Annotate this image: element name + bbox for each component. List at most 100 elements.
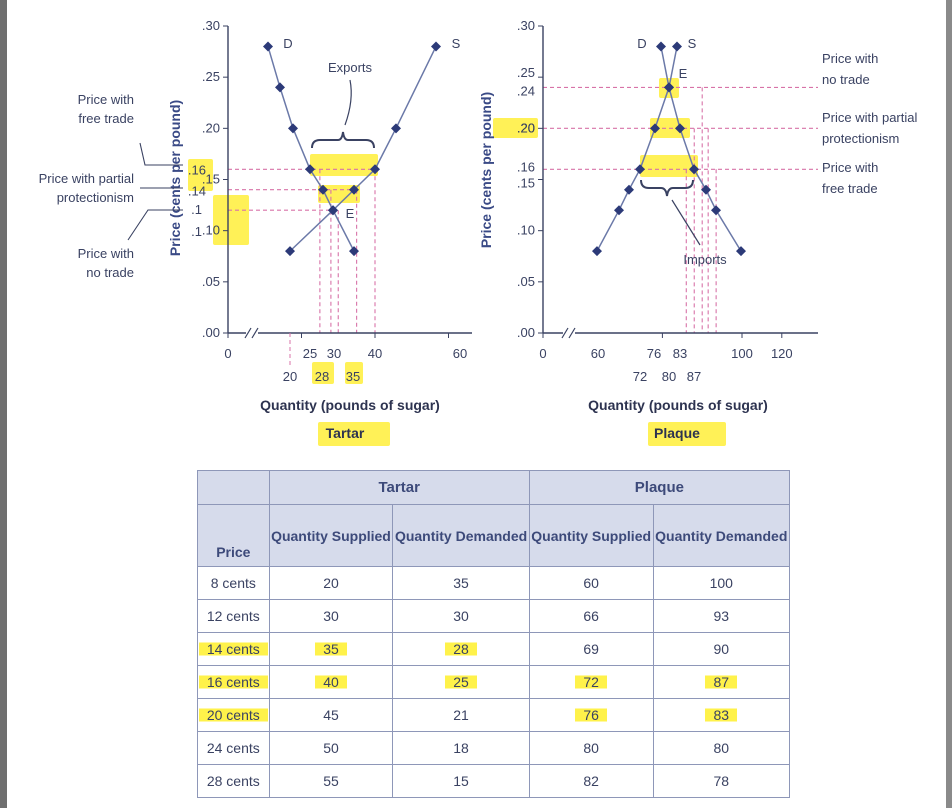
tartar-supply-curve-point	[391, 123, 401, 134]
y-tick-label: .20	[517, 120, 535, 135]
imports-label: Imports	[683, 252, 727, 267]
x-tick-label: 76	[647, 346, 661, 361]
x-tick-label: 28	[315, 369, 329, 384]
tartar-demand-curve-point	[318, 184, 328, 195]
plaque-supply-curve-point	[664, 82, 674, 93]
highlighted-value: 14 cents	[198, 639, 268, 659]
chart-title: Tartar	[326, 425, 365, 441]
highlight-plaque-20	[493, 118, 538, 138]
table-cell: 16 cents	[197, 665, 270, 699]
plaque-supply-curve-point	[614, 205, 624, 216]
x-tick-label: 100	[731, 346, 753, 361]
table-cell: 20 cents	[197, 698, 270, 732]
highlighted-value: 25	[445, 672, 477, 692]
charts-canvas: .00.00.05.05.10.10.15.20.20.25.30.30.25.…	[39, 18, 917, 446]
table-cell: 24 cents	[197, 731, 270, 765]
highlight-tartar-exports	[310, 154, 378, 176]
annotation-leader	[127, 209, 183, 241]
y-axis-title: Price (cents per pound)	[478, 92, 494, 248]
tartar-demand-curve-point	[263, 41, 273, 52]
annotation-free-trade: Price with free trade	[78, 92, 134, 126]
table-group-header-row: Tartar Plaque	[197, 470, 791, 505]
table-cell: 25	[392, 665, 530, 699]
y-tick-label: .25	[517, 65, 535, 80]
plaque-supply-curve-point	[635, 164, 645, 175]
table-row: 8 cents 20 35 60 100	[197, 566, 790, 600]
highlight-tartar-prices	[188, 159, 213, 191]
table-cell: 76	[528, 698, 654, 732]
table-column-header: Quantity Demanded	[652, 504, 790, 567]
x-tick-label: 0	[224, 346, 231, 361]
plaque-supply-curve-point	[650, 123, 660, 134]
exports-arrow	[344, 79, 352, 126]
highlighted-value: 87	[705, 672, 738, 692]
exports-brace	[311, 131, 375, 149]
y-tick-label: .05	[202, 274, 220, 289]
equilibrium-label: E	[679, 66, 688, 81]
table-row: 14 cents 35 28 69 90	[197, 632, 790, 666]
table-cell: 18	[392, 731, 530, 765]
table-cell: 20	[268, 566, 394, 600]
tartar-demand-curve-point	[288, 123, 298, 134]
x-tick-label: 25	[303, 346, 317, 361]
axis-break-mark	[568, 327, 576, 339]
table-cell: 72	[528, 665, 654, 699]
table-group-header: Tartar	[268, 470, 530, 505]
table-cell: 28 cents	[197, 764, 270, 798]
table-cell: 83	[652, 698, 790, 732]
y-tick-label: .20	[517, 120, 535, 135]
tartar-supply-curve-point	[328, 205, 338, 216]
exports-label: Exports	[328, 60, 373, 75]
y-tick-label: .00	[517, 325, 535, 340]
x-tick-label: 87	[687, 369, 701, 384]
table-row: 24 cents 50 18 80 80	[197, 731, 790, 765]
x-tick-label: 20	[283, 369, 297, 384]
y-tick-label: .16	[188, 162, 206, 177]
highlight-plaque-title	[648, 422, 726, 446]
y-tick-label: .30	[517, 18, 535, 33]
axis-break-mark	[251, 327, 259, 339]
table-cell: 87	[652, 665, 790, 699]
tartar-demand-curve-point	[275, 82, 285, 93]
table-empty-corner	[197, 470, 270, 505]
tartar-supply-curve-point	[285, 246, 295, 257]
y-tick-label: .15	[517, 176, 535, 191]
table-column-header: Quantity Supplied	[268, 504, 394, 567]
y-tick-label: .30	[202, 18, 220, 33]
highlighted-value: 20 cents	[198, 705, 268, 725]
plaque-supply-curve-point	[592, 246, 602, 257]
table-cell: 93	[652, 599, 790, 633]
y-tick-label: .25	[202, 69, 220, 84]
table-cell: 21	[392, 698, 530, 732]
tartar-supply-curve-point	[370, 164, 380, 175]
table-cell: 30	[392, 599, 530, 633]
chart-title: Plaque	[654, 425, 700, 441]
annotation-partial-protection: Price with partial protectionism	[39, 171, 134, 205]
y-tick-label: .24	[517, 83, 535, 98]
highlighted-value: 72	[575, 672, 607, 692]
imports-arrow	[671, 199, 701, 246]
highlighted-value: 83	[705, 705, 738, 725]
table-cell: 30	[268, 599, 394, 633]
y-tick-label: .14	[188, 184, 206, 199]
curve-label-supply: S	[452, 36, 461, 51]
table-cell: 14 cents	[197, 632, 270, 666]
table-cell: 80	[652, 731, 790, 765]
table-cell: 60	[528, 566, 654, 600]
data-table: Tartar Plaque Price Quantity Supplied Qu…	[197, 470, 791, 798]
x-tick-label: 60	[591, 346, 605, 361]
highlighted-value: 40	[315, 672, 347, 692]
plaque-demand-curve-point	[701, 184, 711, 195]
y-tick-label: .16	[517, 159, 535, 174]
plaque-demand-curve	[660, 46, 742, 252]
table-column-header: Quantity Demanded	[392, 504, 530, 567]
x-tick-label: 120	[771, 346, 793, 361]
highlight-tartar-no-trade	[213, 195, 249, 245]
plaque-supply-curve-point	[672, 41, 682, 52]
highlight-plaque-imports	[640, 155, 698, 177]
x-tick-label: 40	[368, 346, 382, 361]
highlighted-value: 35	[315, 639, 347, 659]
tartar-demand-curve-point	[305, 164, 315, 175]
y-tick-label: .20	[202, 120, 220, 135]
x-tick-label: 35	[346, 369, 360, 384]
